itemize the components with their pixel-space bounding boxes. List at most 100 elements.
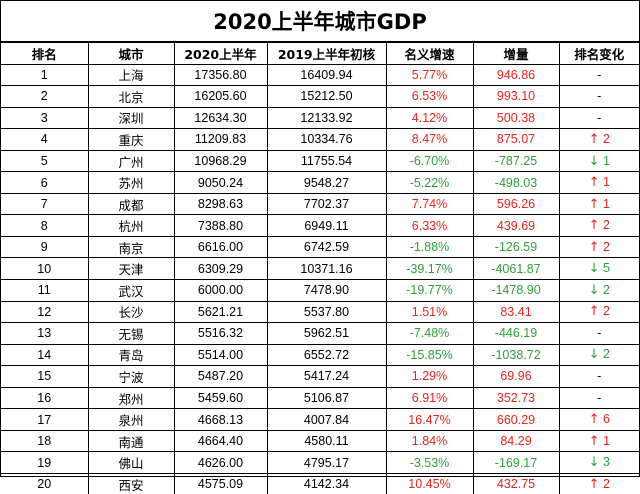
rank-change-cell: -: [558, 386, 639, 410]
growth-cell: 5.77%: [385, 63, 474, 87]
city-cell: 南通: [87, 429, 175, 453]
arrow-down-icon: ↓: [588, 347, 600, 363]
rank-change-cell: -: [558, 322, 639, 345]
table-row: 1 上海 17356.80 16409.94 5.77% 946.86-: [1, 63, 639, 87]
gdp-2019-cell: 7702.37: [266, 192, 387, 216]
increase-cell: 500.38: [472, 106, 560, 130]
header-rank: 排名: [1, 42, 89, 65]
increase-cell: 352.73: [472, 386, 560, 410]
city-cell: 深圳: [87, 106, 175, 130]
gdp-table: 排名 城市 2020上半年 2019上半年初核 名义增速 增量 排名变化 1 上海…: [1, 42, 639, 494]
rank-cell: 7: [1, 192, 89, 216]
city-cell: 无锡: [87, 322, 175, 345]
gdp-2020-cell: 5621.21: [173, 300, 268, 324]
rank-change-cell: ↑ 6: [558, 408, 639, 431]
rank-cell: 12: [1, 300, 89, 324]
increase-cell: 946.86: [472, 63, 560, 87]
gdp-2020-cell: 9050.24: [173, 171, 268, 194]
table-row: 14 青岛 5514.00 6552.72 -15.85% -1038.72 ↓ 2: [1, 343, 639, 367]
rank-change-cell: -: [558, 63, 639, 87]
table-row: 7 成都 8298.63 7702.37 7.74% 596.26 ↑ 1: [1, 192, 639, 216]
rank-change-cell: ↓ 2: [558, 343, 639, 367]
gdp-2020-cell: 12634.30: [173, 106, 268, 130]
rank-change-cell: ↑ 1: [558, 429, 639, 453]
rank-change-cell: ↑ 2: [558, 300, 639, 324]
gdp-2019-cell: 4007.84: [266, 408, 387, 431]
growth-cell: -5.22%: [385, 171, 474, 194]
rank-change-value: 1: [602, 196, 610, 211]
rank-cell: 13: [1, 322, 89, 345]
city-cell: 长沙: [87, 300, 175, 324]
gdp-2019-cell: 6949.11: [266, 214, 387, 237]
city-cell: 上海: [87, 63, 175, 87]
arrow-up-icon: ↑: [588, 131, 600, 147]
city-cell: 成都: [87, 192, 175, 216]
growth-cell: 8.47%: [385, 128, 474, 151]
growth-cell: -19.77%: [385, 279, 474, 302]
rank-change-cell: -: [558, 365, 639, 388]
header-row: 排名 城市 2020上半年 2019上半年初核 名义增速 增量 排名变化: [1, 42, 639, 65]
gdp-2019-cell: 16409.94: [266, 63, 387, 87]
header-rank-change: 排名变化: [558, 42, 639, 65]
city-cell: 杭州: [87, 214, 175, 237]
rank-cell: 1: [1, 63, 89, 87]
rank-cell: 10: [1, 257, 89, 281]
growth-cell: 16.47%: [385, 408, 474, 431]
growth-cell: -1.88%: [385, 235, 474, 259]
city-cell: 苏州: [87, 171, 175, 194]
table-row: 16 郑州 5459.60 5106.87 6.91% 352.73-: [1, 386, 639, 410]
gdp-2020-cell: 16205.60: [173, 85, 268, 108]
arrow-up-icon: ↑: [588, 218, 600, 234]
increase-cell: 596.26: [472, 192, 560, 216]
growth-cell: -7.48%: [385, 322, 474, 345]
growth-cell: 6.53%: [385, 85, 474, 108]
rank-change-value: 3: [602, 455, 610, 470]
arrow-up-icon: ↑: [588, 433, 600, 449]
city-cell: 佛山: [87, 451, 175, 474]
city-cell: 广州: [87, 149, 175, 173]
increase-cell: 439.69: [472, 214, 560, 237]
increase-cell: -1038.72: [472, 343, 560, 367]
increase-cell: 660.29: [472, 408, 560, 431]
increase-cell: -498.03: [472, 171, 560, 194]
growth-cell: -39.17%: [385, 257, 474, 281]
rank-change-cell: -: [558, 85, 639, 108]
arrow-down-icon: ↓: [588, 153, 600, 169]
rank-change-cell: ↓ 5: [558, 257, 639, 281]
gdp-2019-cell: 6552.72: [266, 343, 387, 367]
rank-change-cell: -: [558, 106, 639, 130]
gdp-2019-cell: 4795.17: [266, 451, 387, 474]
rank-change-value: 1: [602, 153, 610, 168]
gdp-2020-cell: 6000.00: [173, 279, 268, 302]
rank-cell: 8: [1, 214, 89, 237]
gdp-2020-cell: 17356.80: [173, 63, 268, 87]
rank-change-cell: ↑ 2: [558, 128, 639, 151]
growth-cell: 7.74%: [385, 192, 474, 216]
table-row: 5 广州 10968.29 11755.54 -6.70% -787.25 ↓ 1: [1, 149, 639, 173]
rank-cell: 5: [1, 149, 89, 173]
rank-cell: 18: [1, 429, 89, 453]
increase-cell: -1478.90: [472, 279, 560, 302]
gdp-2019-cell: 6742.59: [266, 235, 387, 259]
table-row: 9 南京 6616.00 6742.59 -1.88% -126.59 ↑ 2: [1, 235, 639, 259]
gdp-2020-cell: 5516.32: [173, 322, 268, 345]
increase-cell: -787.25: [472, 149, 560, 173]
table-row: 3 深圳 12634.30 12133.92 4.12% 500.38-: [1, 106, 639, 130]
gdp-2019-cell: 11755.54: [266, 149, 387, 173]
sheet-title: 2020上半年城市GDP: [1, 1, 639, 42]
increase-cell: -169.17: [472, 451, 560, 474]
arrow-down-icon: ↓: [588, 261, 600, 277]
gdp-2020-cell: 11209.83: [173, 128, 268, 151]
table-row: 13 无锡 5516.32 5962.51 -7.48% -446.19-: [1, 322, 639, 345]
gdp-2019-cell: 5537.80: [266, 300, 387, 324]
rank-cell: 4: [1, 128, 89, 151]
gdp-2020-cell: 5487.20: [173, 365, 268, 388]
increase-cell: 875.07: [472, 128, 560, 151]
rank-change-cell: ↓ 2: [558, 279, 639, 302]
growth-cell: 1.29%: [385, 365, 474, 388]
rank-change-value: 2: [602, 239, 610, 254]
growth-cell: 4.12%: [385, 106, 474, 130]
gdp-2020-cell: 5459.60: [173, 386, 268, 410]
rank-change-cell: ↓ 1: [558, 149, 639, 173]
